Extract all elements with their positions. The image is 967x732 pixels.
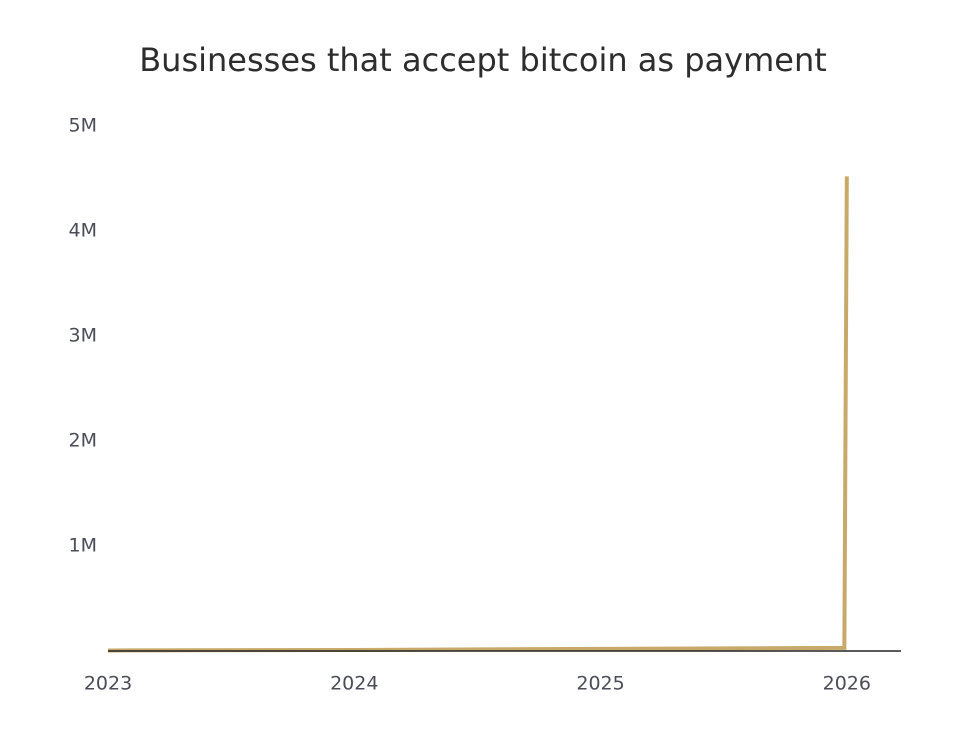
x-tick-label: 2024 [330,673,378,695]
y-tick-label: 3M [69,325,97,347]
x-tick-label: 2025 [576,673,624,695]
x-tick-label: 2023 [84,673,132,695]
y-tick-label: 4M [69,220,97,242]
y-tick-label: 2M [69,430,97,452]
chart-title: Businesses that accept bitcoin as paymen… [139,41,827,79]
y-tick-label: 5M [69,115,97,137]
line [107,176,849,653]
y-tick-label: 1M [69,535,97,557]
x-tick-label: 2026 [823,673,871,695]
